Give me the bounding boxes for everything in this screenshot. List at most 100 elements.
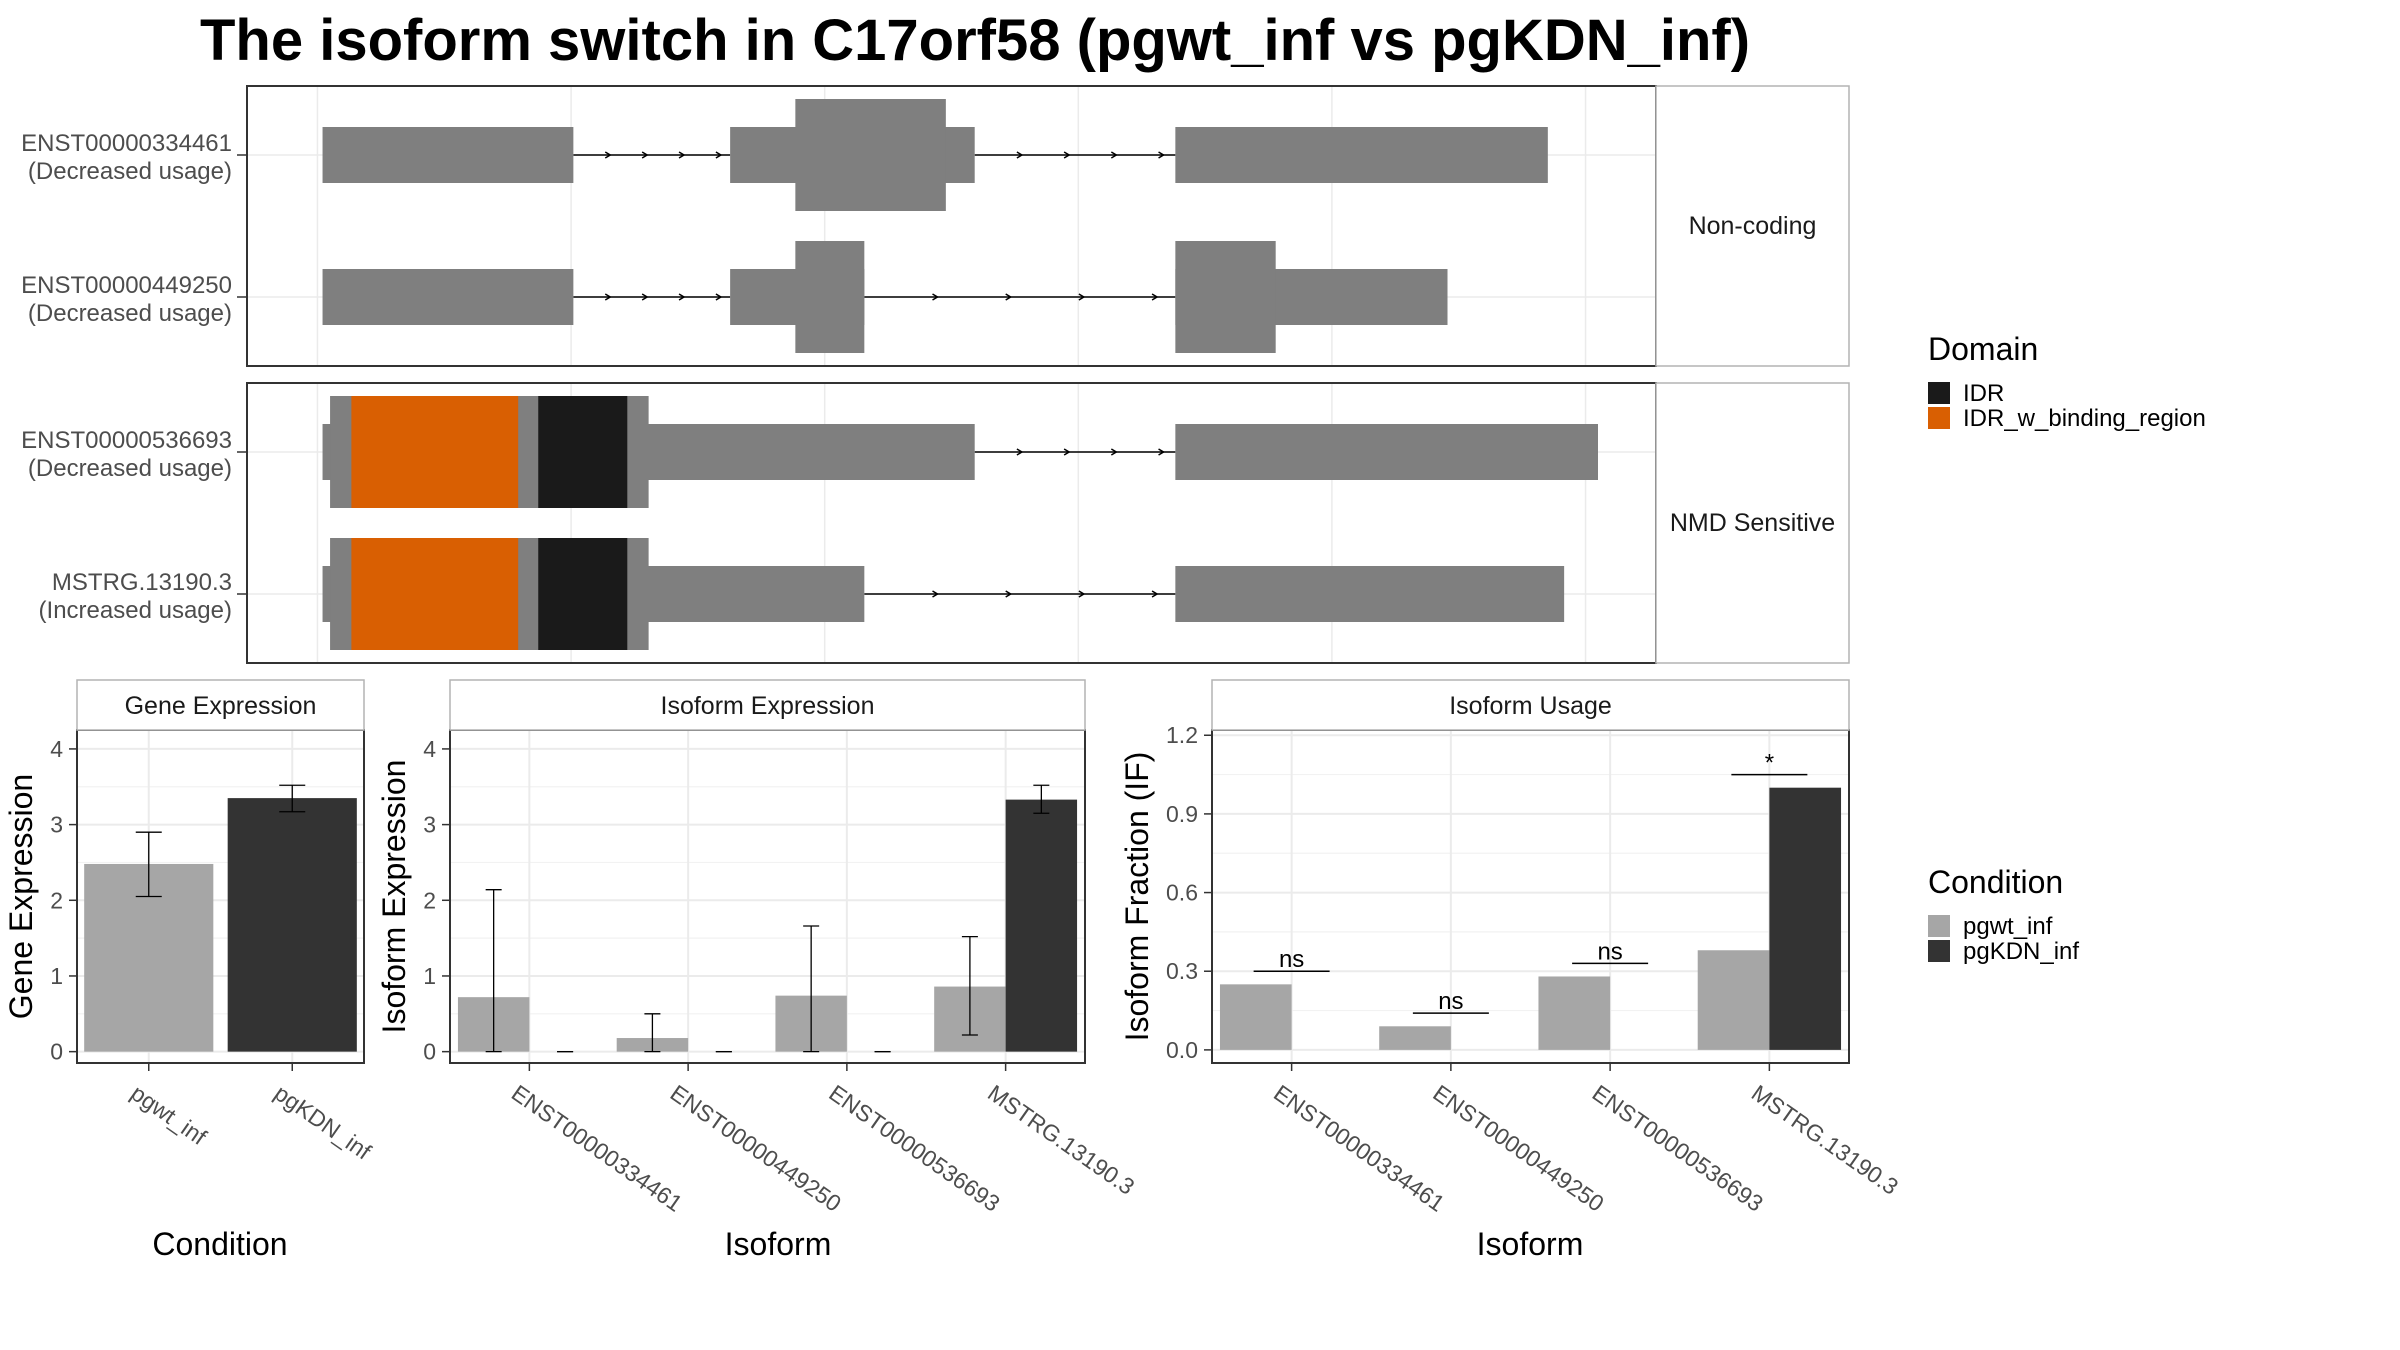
isoform-enst00000536693: ENST00000536693(Decreased usage) [21, 396, 1598, 508]
isoform-label: ENST00000536693 [21, 427, 232, 454]
y-tick-label: 1.2 [1166, 722, 1198, 748]
facet-strip-label: NMD Sensitive [1670, 509, 1835, 537]
y-tick-label: 4 [423, 736, 436, 762]
domain-idr-w-binding-region [351, 396, 519, 508]
y-tick-label: 0.3 [1166, 958, 1198, 984]
intron-arrow [1158, 151, 1166, 159]
bar-pgkdn-inf [227, 798, 357, 1052]
facet-strip [1655, 85, 1850, 367]
intron-arrow [932, 293, 939, 301]
x-tick-label: ENST00000449250 [666, 1080, 846, 1217]
legend-title: Condition [1928, 864, 2063, 900]
y-tick-label: 4 [50, 736, 63, 762]
exon-block [1175, 566, 1565, 622]
chart-isoform-expression: Isoform Expression01234ENST00000334461EN… [376, 679, 1139, 1262]
intron-arrow [1158, 448, 1166, 456]
y-tick-label: 0 [50, 1039, 63, 1065]
legend-label-idr-w-binding-region: IDR_w_binding_region [1963, 405, 2206, 432]
bar-pgwt-inf-enst00000334461 [1219, 984, 1292, 1050]
x-tick-label: ENST00000334461 [1269, 1080, 1449, 1217]
intron-arrow [678, 293, 686, 301]
y-tick-label: 2 [423, 887, 436, 913]
chart-strip [1211, 679, 1850, 731]
bar-pgwt-inf-enst00000536693 [1538, 976, 1611, 1050]
y-tick-label: 3 [423, 812, 436, 838]
x-tick-label: ENST00000449250 [1428, 1080, 1608, 1217]
intron-arrow [1078, 293, 1086, 301]
legend-key-pgkdn-inf [1928, 940, 1950, 962]
bar-pgwt-inf-enst00000449250 [1379, 1026, 1451, 1050]
intron-arrow [604, 151, 612, 159]
figure-title: The isoform switch in C17orf58 (pgwt_inf… [200, 8, 1750, 73]
x-tick-label: pgKDN_inf [270, 1080, 377, 1165]
significance-label: ns [1597, 938, 1622, 965]
y-tick-label: 3 [50, 812, 63, 838]
facet-strip [1655, 382, 1850, 664]
chart-strip-label: Isoform Expression [661, 692, 875, 720]
intron-arrow [678, 151, 686, 159]
exon-block [322, 127, 574, 183]
y-tick-label: 1 [50, 963, 63, 989]
intron-arrow [715, 293, 723, 301]
isoform-usage-label: (Decreased usage) [28, 158, 232, 185]
intron-arrow [641, 293, 649, 301]
domain-idr [538, 538, 628, 650]
significance-label: * [1765, 750, 1774, 777]
significance-label: ns [1438, 988, 1463, 1015]
isoform-mstrg-13190-3: MSTRG.13190.3(Increased usage) [39, 538, 1565, 650]
isoform-usage-label: (Decreased usage) [28, 300, 232, 327]
exon-block [1175, 241, 1276, 353]
facet-strip-label: Non-coding [1689, 212, 1817, 240]
legend-label-pgwt-inf: pgwt_inf [1963, 913, 2053, 940]
domain-idr-w-binding-region [351, 538, 519, 650]
x-axis-label: Isoform [725, 1226, 832, 1262]
chart-gene-expression: Gene Expression 0 1 2 3 4 pgwt_inf pgKDN_inf Con… [3, 679, 377, 1262]
x-tick-label: ENST00000334461 [507, 1080, 687, 1217]
y-tick-label: 0.6 [1166, 880, 1198, 906]
isoform-label: ENST00000449250 [21, 272, 232, 299]
y-axis-label: Isoform Fraction (IF) [1119, 752, 1155, 1042]
intron-arrow [1005, 590, 1013, 598]
legend-label-pgkdn-inf: pgKDN_inf [1963, 938, 2079, 965]
intron-arrow [1016, 151, 1024, 159]
x-tick-label: MSTRG.13190.3 [983, 1080, 1139, 1200]
intron-arrow [1016, 448, 1024, 456]
legend-key-idr [1928, 382, 1950, 404]
y-tick-label: 1 [423, 963, 436, 989]
bar-pgkdn-inf-mstrg-13190-3 [1005, 799, 1078, 1052]
chart-isoform-usage: ns ns ns * Isoform Usage 0.0 0.3 0.6 0.9 1.2 ENST0… [1119, 679, 1903, 1262]
intron-arrow [1063, 151, 1071, 159]
x-tick-label: MSTRG.13190.3 [1747, 1080, 1903, 1200]
isoform-usage-label: (Decreased usage) [28, 455, 232, 482]
y-axis-label: Gene Expression [3, 774, 39, 1019]
x-tick-label: ENST00000536693 [824, 1080, 1004, 1217]
bar-pgkdn-inf-mstrg-13190-3 [1769, 787, 1842, 1050]
exon-block [795, 241, 865, 353]
exon-block [795, 99, 946, 211]
structure-facet-nmd-sensitive: NMD Sensitive ENST00000536693(Decreased u… [21, 382, 1850, 664]
isoform-enst00000449250: ENST00000449250(Decreased usage) [21, 241, 1448, 353]
intron-arrow [715, 151, 723, 159]
intron-arrow [1078, 590, 1086, 598]
legend-label-idr: IDR [1963, 380, 2004, 407]
chart-strip-label: Isoform Usage [1449, 692, 1612, 720]
y-tick-label: 2 [50, 887, 63, 913]
x-tick-label: pgwt_inf [126, 1080, 212, 1151]
intron-arrow [1110, 448, 1118, 456]
chart-strip [449, 679, 1086, 731]
domain-idr [538, 396, 628, 508]
exon-block [1175, 424, 1598, 480]
x-axis-label: Condition [152, 1226, 287, 1262]
isoform-label: ENST00000334461 [21, 130, 232, 157]
intron-arrow [604, 293, 612, 301]
significance-label: ns [1279, 946, 1304, 973]
chart-strip-label: Gene Expression [125, 692, 317, 720]
y-tick-label: 0.0 [1166, 1037, 1198, 1063]
x-tick-label: ENST00000536693 [1588, 1080, 1768, 1217]
exon-block [1175, 127, 1548, 183]
legend-title: Domain [1928, 331, 2038, 367]
